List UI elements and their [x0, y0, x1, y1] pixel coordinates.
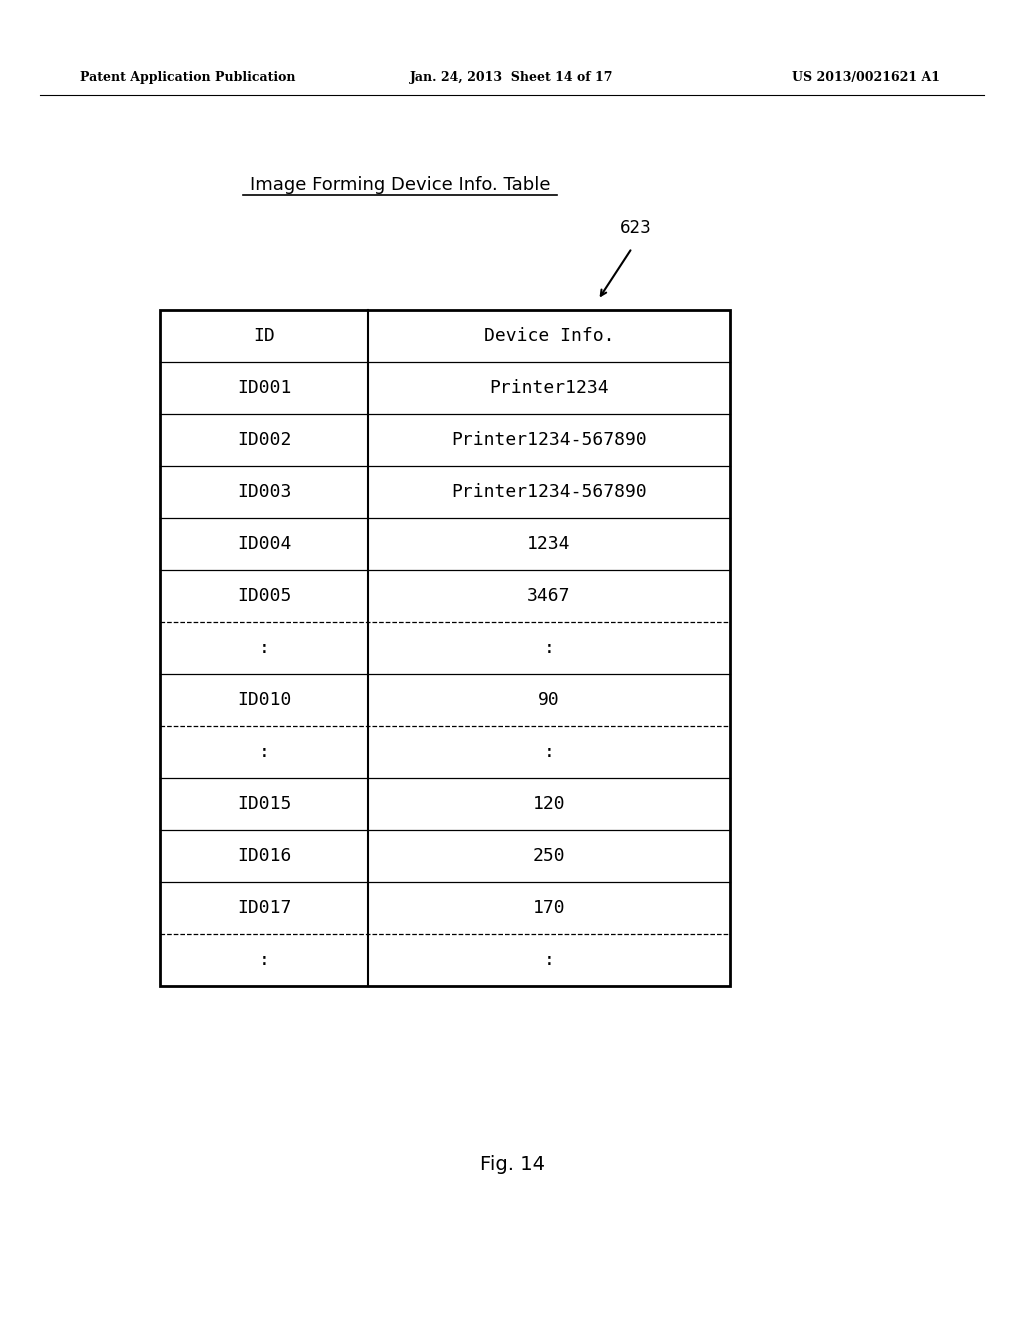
Text: :: : — [544, 743, 554, 762]
Text: 90: 90 — [539, 690, 560, 709]
Text: ID001: ID001 — [237, 379, 291, 397]
Text: Patent Application Publication: Patent Application Publication — [80, 71, 296, 84]
Text: ID005: ID005 — [237, 587, 291, 605]
Text: :: : — [259, 950, 269, 969]
Text: :: : — [544, 639, 554, 657]
Text: Fig. 14: Fig. 14 — [479, 1155, 545, 1175]
Text: ID015: ID015 — [237, 795, 291, 813]
Text: ID003: ID003 — [237, 483, 291, 502]
Text: Printer1234-567890: Printer1234-567890 — [452, 483, 647, 502]
Text: Printer1234: Printer1234 — [489, 379, 609, 397]
Text: ID: ID — [253, 327, 274, 345]
Bar — [160, 310, 730, 986]
Text: ID004: ID004 — [237, 535, 291, 553]
Text: ID010: ID010 — [237, 690, 291, 709]
Text: Image Forming Device Info. Table: Image Forming Device Info. Table — [250, 176, 550, 194]
Text: ID017: ID017 — [237, 899, 291, 917]
Text: US 2013/0021621 A1: US 2013/0021621 A1 — [792, 71, 940, 84]
Text: 3467: 3467 — [527, 587, 570, 605]
Text: :: : — [544, 950, 554, 969]
Text: ID002: ID002 — [237, 432, 291, 449]
Text: 170: 170 — [532, 899, 565, 917]
Text: 250: 250 — [532, 847, 565, 865]
Text: 120: 120 — [532, 795, 565, 813]
Text: 623: 623 — [620, 219, 651, 238]
Text: :: : — [259, 639, 269, 657]
Text: :: : — [259, 743, 269, 762]
Text: 1234: 1234 — [527, 535, 570, 553]
Text: Printer1234-567890: Printer1234-567890 — [452, 432, 647, 449]
Text: Device Info.: Device Info. — [483, 327, 614, 345]
Text: ID016: ID016 — [237, 847, 291, 865]
Text: Jan. 24, 2013  Sheet 14 of 17: Jan. 24, 2013 Sheet 14 of 17 — [411, 71, 613, 84]
